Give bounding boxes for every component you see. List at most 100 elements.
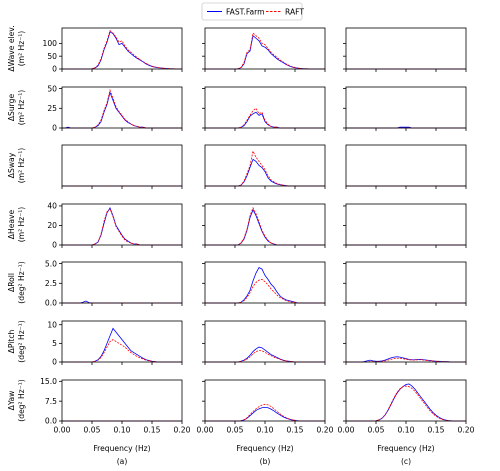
y-tick-label: 15.0 (40, 377, 57, 386)
panel-r4-c1 (202, 261, 326, 306)
y-tick-label: 0.0 (45, 417, 57, 426)
raft-line (205, 107, 325, 129)
fast-farm-line (205, 266, 325, 304)
panel-frame (204, 203, 326, 246)
fast-farm-line (205, 346, 325, 363)
panel-r2-c1 (204, 144, 326, 189)
x-tick-label: 0.20 (458, 426, 475, 435)
panel-frame (61, 261, 183, 304)
row-label-line2: (m² Hz⁻¹) (17, 90, 26, 126)
panel-frame (345, 86, 467, 129)
raft-line (62, 339, 182, 363)
panel-r4-c0: 0.0 2.5 5.0 (45, 259, 183, 308)
x-axis-label: Frequency (Hz) (236, 444, 293, 453)
y-tick-label: 100 (43, 39, 58, 48)
fast-farm-line (205, 158, 325, 187)
row-label-line1: ΔYaw (7, 391, 16, 411)
raft-line (205, 206, 325, 246)
y-tick-label: 25 (47, 104, 57, 113)
row-label-line2: (deg² Hz⁻¹) (17, 379, 26, 421)
row-label-line2: (m² Hz⁻¹) (17, 31, 26, 67)
x-tick-label: 0.05 (368, 426, 385, 435)
y-tick-label: 0.0 (45, 299, 57, 308)
row-label-line1: ΔSway (7, 152, 16, 178)
y-tick-label: 50 (47, 52, 57, 61)
y-tick-label: 0 (52, 124, 57, 133)
panel-r4-c2 (343, 261, 467, 306)
row-label-line2: (m² Hz⁻¹) (17, 207, 26, 243)
panel-r6-c2: 0.00 0.05 0.10 0.15 0.20 (338, 379, 475, 435)
panel-frame (204, 320, 326, 363)
row-label-line1: ΔSurge (7, 94, 16, 122)
panel-frame (204, 27, 326, 70)
raft-line (205, 350, 325, 363)
panel-frame (61, 203, 183, 246)
y-tick-label: 2.5 (45, 279, 57, 288)
panel-r5-c1 (202, 320, 326, 365)
x-tick-label: 0.10 (257, 426, 274, 435)
raft-line (205, 278, 325, 304)
y-tick-label: 50 (47, 84, 57, 93)
row-label-line1: ΔRoll (7, 273, 16, 292)
y-tick-label: 40 (47, 202, 57, 211)
panel-frame (61, 27, 183, 70)
raft-line (205, 32, 325, 70)
column-caption: (a) (117, 457, 128, 466)
panel-r2-c0 (61, 144, 183, 189)
row-label-line1: ΔWave elev. (7, 25, 16, 71)
x-tick-label: 0.05 (84, 426, 101, 435)
panel-frame (345, 144, 467, 187)
panel-r0-c2 (343, 27, 467, 72)
x-tick-label: 0.20 (174, 426, 191, 435)
panel-r0-c0: 0 50 100 (43, 27, 183, 74)
raft-line (62, 29, 182, 70)
x-axis-label: Frequency (Hz) (93, 444, 150, 453)
panel-grid: 0 50 100 0 25 50 0 20 40 0.0 2.5 5.0 0 5 10 0.00 0.05 0.1… (40, 27, 475, 435)
y-tick-label: 0 (52, 241, 57, 250)
row-label-line2: (deg² Hz⁻¹) (17, 320, 26, 362)
fast-farm-line (62, 31, 182, 70)
y-tick-label: 10 (47, 320, 57, 329)
panel-frame (345, 203, 467, 246)
raft-line (62, 88, 182, 129)
fast-farm-line (62, 327, 182, 363)
fast-farm-line (62, 91, 182, 129)
panel-r3-c1 (202, 203, 326, 248)
column-caption: (b) (260, 457, 271, 466)
panel-r1-c0: 0 25 50 (47, 84, 183, 133)
panel-r0-c1 (202, 27, 326, 72)
legend: FAST.Farm RAFT (201, 2, 304, 21)
x-tick-label: 0.15 (287, 426, 304, 435)
raft-line (346, 385, 466, 422)
row-label-line2: (m² Hz⁻¹) (17, 148, 26, 184)
x-tick-label: 0.15 (144, 426, 161, 435)
fast-farm-line (205, 34, 325, 70)
x-tick-label: 0.15 (428, 426, 445, 435)
panel-r5-c2 (343, 320, 467, 365)
y-tick-label: 5.0 (45, 259, 57, 268)
raft-line (205, 149, 325, 187)
panel-r3-c0: 0 20 40 (47, 202, 183, 250)
panel-r1-c2 (343, 86, 467, 131)
row-label-line1: ΔHeave (7, 209, 16, 239)
panel-r6-c0: 0.00 0.05 0.10 0.15 0.20 0.0 7.5 15.0 (40, 377, 191, 434)
raft-line (62, 208, 182, 246)
panel-frame (345, 261, 467, 304)
panel-frame (345, 27, 467, 70)
column-labels: Frequency (Hz) (a) Frequency (Hz) (b) Freque… (93, 444, 434, 466)
y-tick-label: 20 (47, 221, 57, 230)
panel-r2-c2 (345, 144, 467, 189)
fast-farm-line (205, 406, 325, 422)
legend-raft-label: RAFT (285, 7, 304, 16)
panel-r3-c2 (343, 203, 467, 248)
column-caption: (c) (401, 457, 411, 466)
y-tick-label: 0 (52, 65, 57, 74)
x-tick-label: 0.10 (398, 426, 415, 435)
x-axis-label: Frequency (Hz) (377, 444, 434, 453)
panel-frame (204, 379, 326, 422)
x-tick-label: 0.00 (54, 426, 71, 435)
panel-frame (204, 144, 326, 187)
fast-farm-line (346, 356, 466, 363)
panel-frame (61, 86, 183, 129)
